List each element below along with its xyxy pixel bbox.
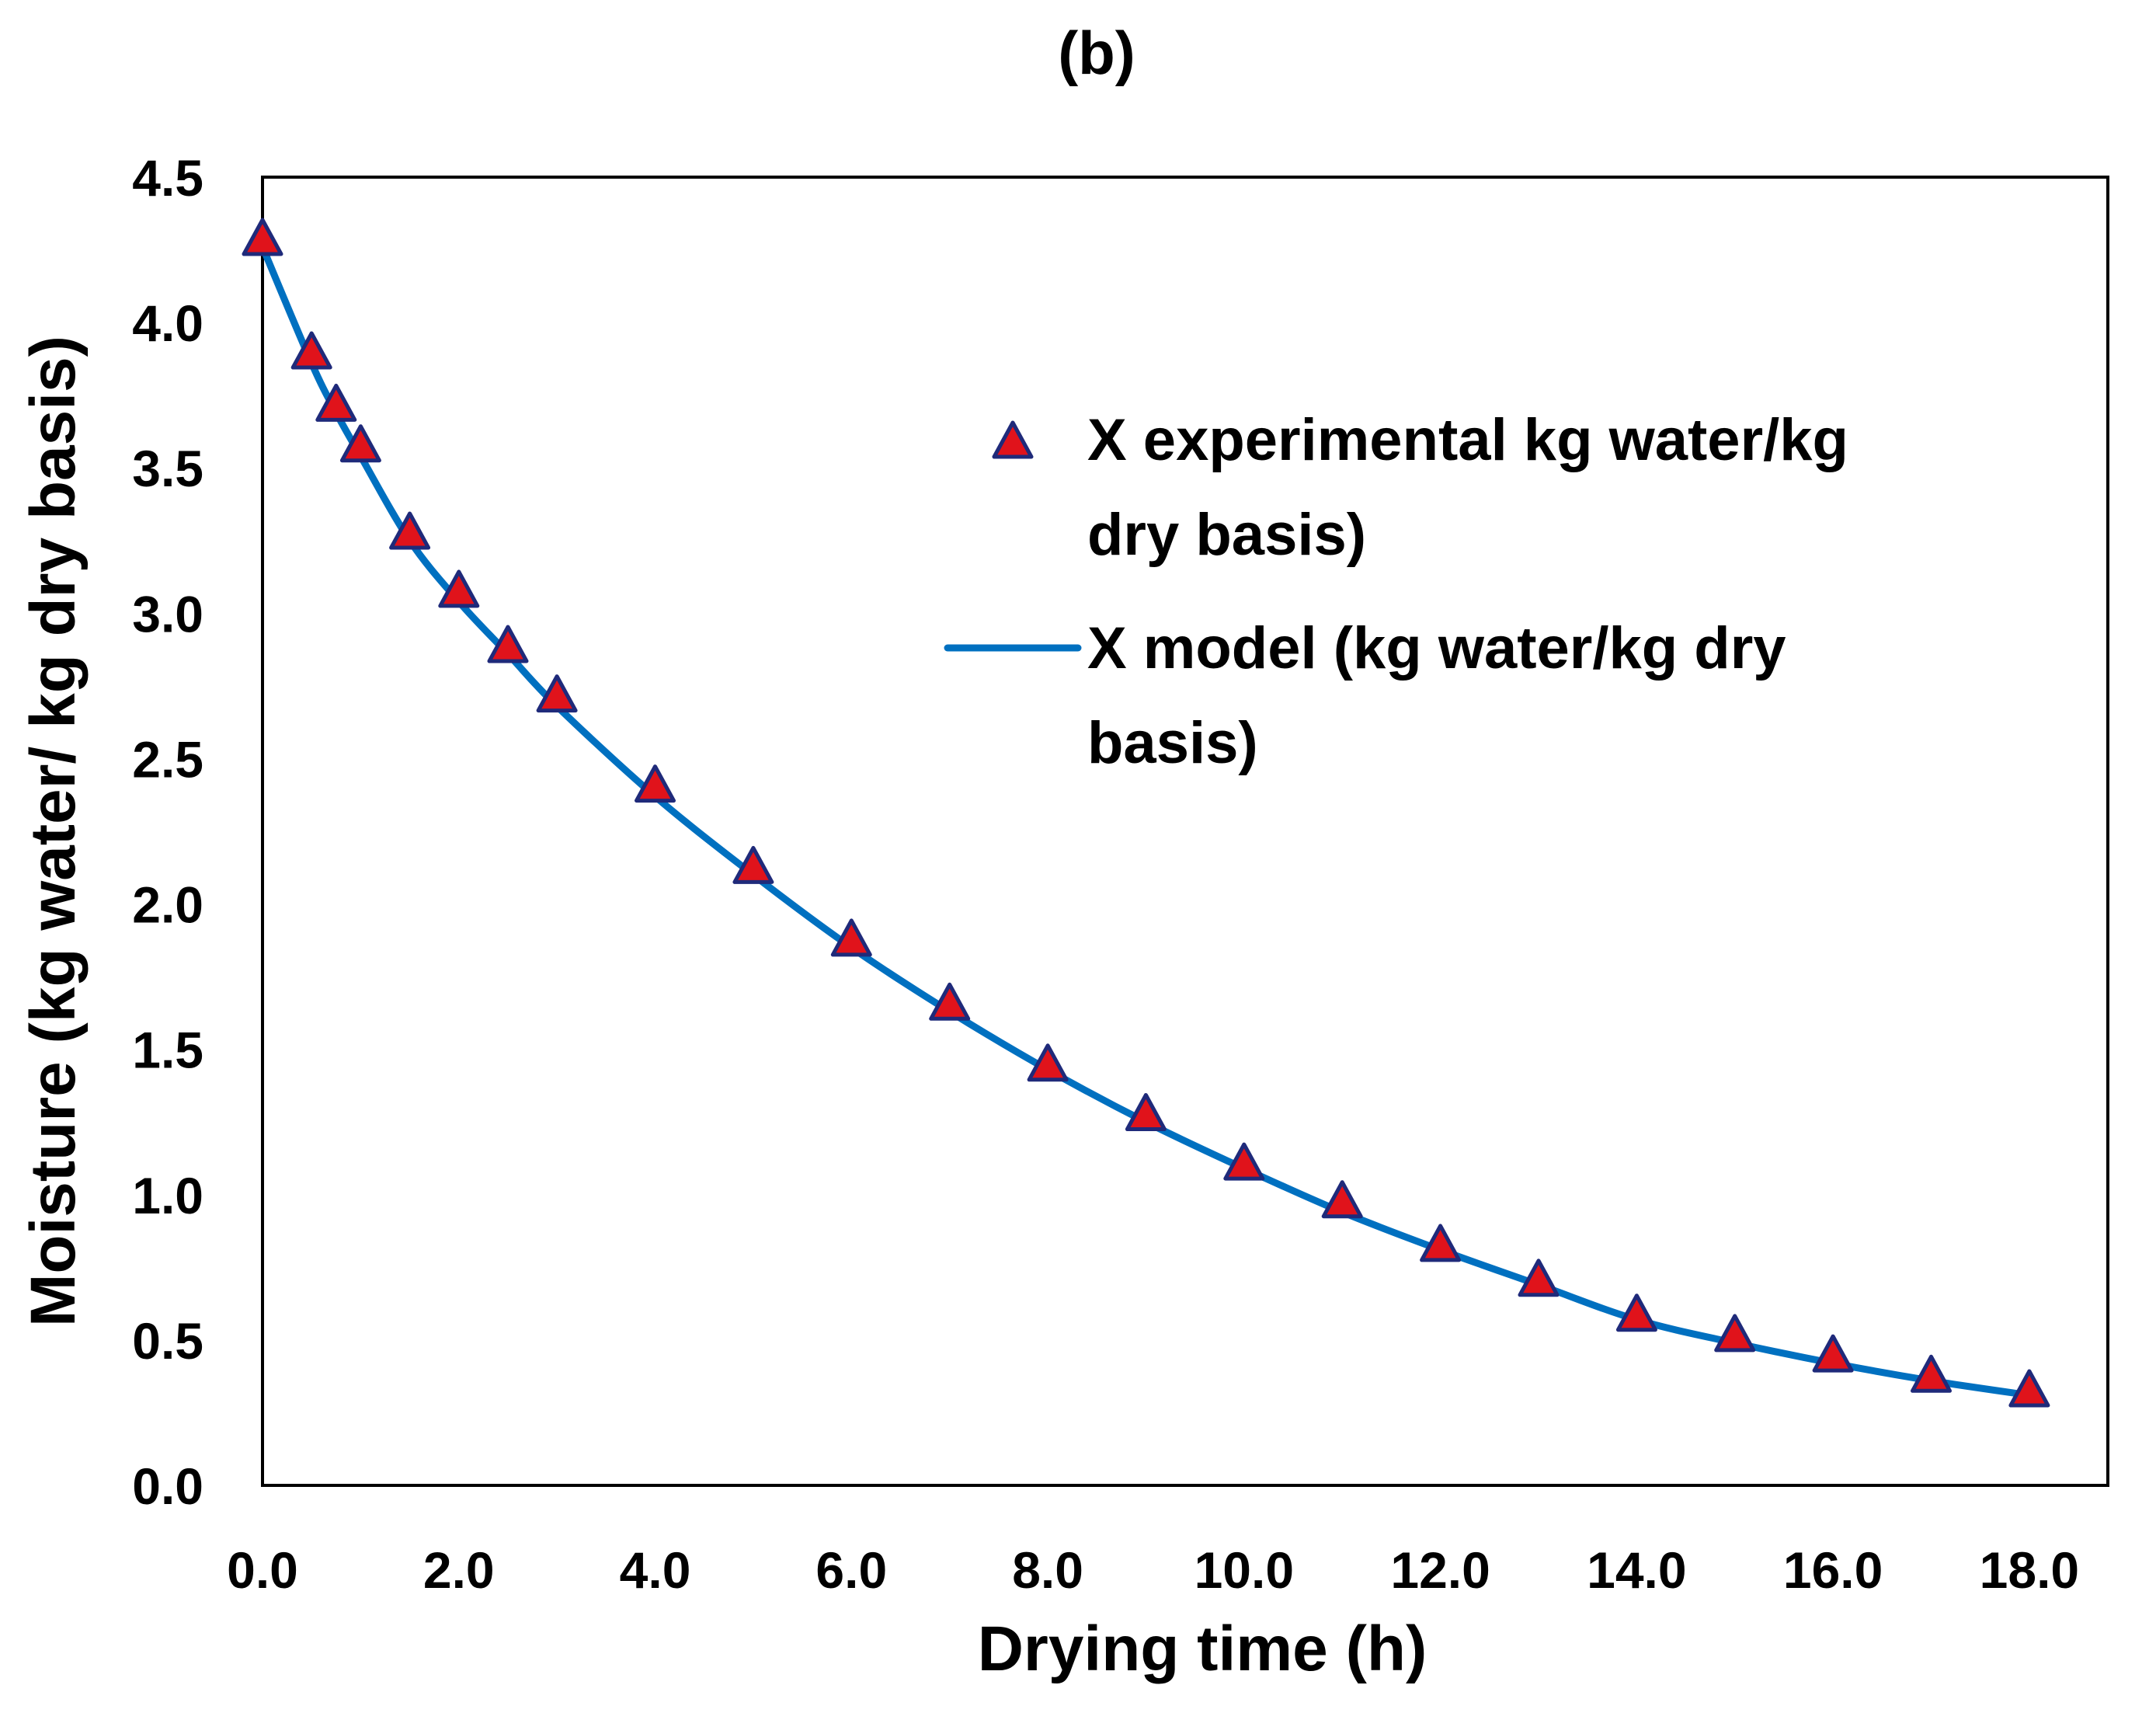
experimental-point	[242, 218, 283, 256]
legend-experimental-label-line2: dry basis)	[1087, 502, 1366, 568]
experimental-point	[1615, 1293, 1657, 1332]
x-tick-label: 0.0	[227, 1541, 298, 1599]
y-tick-label: 4.0	[132, 294, 203, 352]
y-tick-label: 3.0	[132, 585, 203, 642]
y-tick-label: 0.0	[132, 1457, 203, 1515]
experimental-point	[1714, 1314, 1756, 1353]
y-tick-label: 2.0	[132, 876, 203, 934]
x-tick-label: 6.0	[815, 1541, 887, 1599]
y-tick-label: 2.5	[132, 730, 203, 788]
experimental-point	[1027, 1043, 1069, 1082]
legend-experimental-marker	[992, 420, 1034, 459]
x-tick-label: 2.0	[423, 1541, 495, 1599]
experimental-point	[290, 331, 332, 370]
chart-title: (b)	[1058, 19, 1135, 87]
legend: X experimental kg water/kg dry basis) X …	[944, 407, 1848, 776]
experimental-point	[339, 424, 381, 463]
y-tick-label: 3.5	[132, 440, 203, 497]
experimental-point	[487, 625, 529, 663]
experimental-point	[1911, 1354, 1952, 1393]
y-tick-label: 1.5	[132, 1022, 203, 1079]
y-tick-label: 0.5	[132, 1312, 203, 1370]
x-tick-label: 4.0	[620, 1541, 691, 1599]
legend-model-label-line1: X model (kg water/kg dry	[1087, 615, 1786, 681]
experimental-point	[1321, 1180, 1363, 1219]
experimental-point	[315, 383, 357, 422]
legend-model-label-line2: basis)	[1087, 710, 1258, 776]
x-tick-label: 12.0	[1390, 1541, 1490, 1599]
experimental-point	[1125, 1093, 1167, 1131]
experimental-point	[1812, 1334, 1854, 1373]
experimental-series-markers	[242, 218, 2050, 1408]
x-tick-label: 18.0	[1980, 1541, 2079, 1599]
experimental-point	[1420, 1224, 1462, 1262]
x-tick-label: 16.0	[1783, 1541, 1883, 1599]
experimental-point	[389, 511, 431, 550]
x-tick-label: 8.0	[1012, 1541, 1083, 1599]
experimental-point	[438, 569, 480, 608]
plot-area	[261, 176, 2109, 1487]
x-tick-label: 14.0	[1587, 1541, 1686, 1599]
experimental-point	[830, 918, 872, 957]
experimental-point	[635, 764, 676, 803]
x-axis-title: Drying time (h)	[978, 1614, 1427, 1684]
y-axis-title: Moisture (kg water/ kg dry basis)	[18, 336, 89, 1327]
experimental-point	[929, 982, 971, 1021]
y-tick-label: 1.0	[132, 1167, 203, 1224]
experimental-point	[2008, 1369, 2050, 1408]
y-axis-ticks: 0.0 0.5 1.0 1.5 2.0 2.5 3.0 3.5 4.0 4.5	[132, 149, 203, 1515]
experimental-point	[732, 845, 774, 884]
experimental-point	[536, 674, 578, 713]
x-tick-label: 10.0	[1194, 1541, 1294, 1599]
experimental-point	[1223, 1142, 1265, 1181]
experimental-point	[1518, 1259, 1560, 1297]
legend-experimental-label-line1: X experimental kg water/kg	[1087, 407, 1848, 473]
x-axis-ticks: 0.0 2.0 4.0 6.0 8.0 10.0 12.0 14.0 16.0 18.0	[227, 1541, 2079, 1599]
y-tick-label: 4.5	[132, 149, 203, 207]
